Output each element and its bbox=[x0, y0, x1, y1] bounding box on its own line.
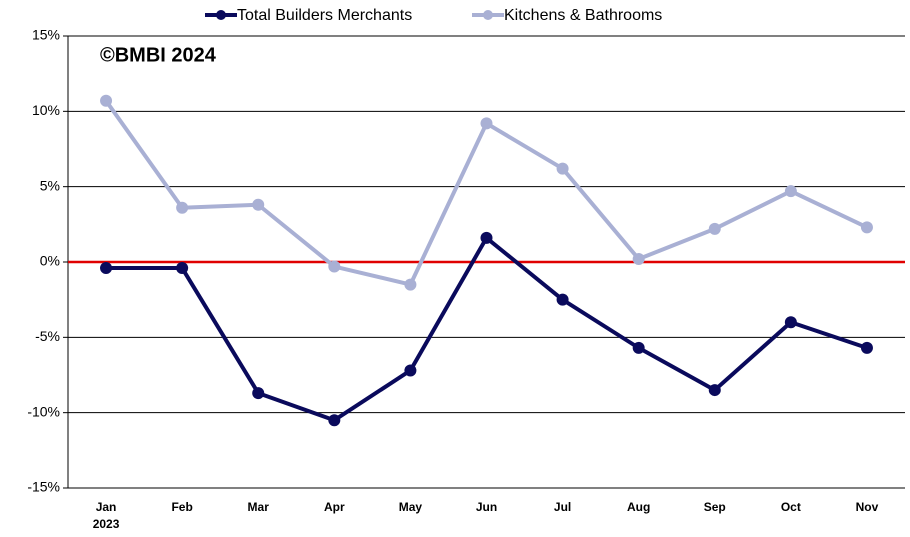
data-point bbox=[784, 185, 797, 198]
data-point bbox=[632, 252, 645, 265]
data-point bbox=[328, 414, 341, 427]
legend-label: Kitchens & Bathrooms bbox=[504, 7, 662, 24]
x-year-label: 2023 bbox=[93, 517, 120, 531]
x-tick-label: Jun bbox=[476, 500, 497, 514]
y-tick-label: 15% bbox=[32, 27, 60, 43]
data-point bbox=[252, 387, 265, 400]
x-tick-label: Sep bbox=[704, 500, 726, 514]
series-line bbox=[106, 235, 868, 423]
data-point bbox=[404, 364, 417, 377]
annotation: ©BMBI 2024 bbox=[100, 44, 217, 66]
data-point bbox=[480, 117, 493, 130]
x-tick-label: Mar bbox=[248, 500, 270, 514]
y-tick-label: 5% bbox=[40, 177, 60, 193]
y-tick-label: 10% bbox=[32, 102, 60, 118]
data-point bbox=[860, 221, 873, 234]
data-point bbox=[556, 293, 569, 306]
x-tick-label: Aug bbox=[627, 500, 650, 514]
data-point bbox=[632, 341, 645, 354]
data-point bbox=[100, 94, 113, 107]
legend-marker bbox=[483, 10, 493, 20]
data-point bbox=[404, 278, 417, 291]
data-point bbox=[556, 162, 569, 175]
data-point bbox=[176, 201, 189, 214]
data-point bbox=[100, 262, 113, 275]
x-tick-label: Jul bbox=[554, 500, 571, 514]
y-tick-label: -15% bbox=[27, 479, 60, 495]
x-tick-label: Apr bbox=[324, 500, 345, 514]
data-point bbox=[860, 341, 873, 354]
data-point bbox=[784, 316, 797, 329]
data-point bbox=[328, 260, 341, 273]
legend-label: Total Builders Merchants bbox=[237, 7, 412, 24]
x-tick-label: Jan bbox=[96, 500, 117, 514]
data-point bbox=[176, 262, 189, 275]
x-tick-label: Nov bbox=[856, 500, 879, 514]
y-tick-label: -10% bbox=[27, 403, 60, 419]
x-tick-label: Feb bbox=[171, 500, 192, 514]
y-tick-label: -5% bbox=[35, 328, 60, 344]
x-tick-label: Oct bbox=[781, 500, 801, 514]
data-point bbox=[252, 198, 265, 211]
x-tick-label: May bbox=[399, 500, 423, 514]
legend-marker bbox=[216, 10, 226, 20]
data-point bbox=[480, 231, 493, 244]
data-point bbox=[708, 384, 721, 397]
y-tick-label: 0% bbox=[40, 253, 60, 269]
data-point bbox=[708, 222, 721, 235]
